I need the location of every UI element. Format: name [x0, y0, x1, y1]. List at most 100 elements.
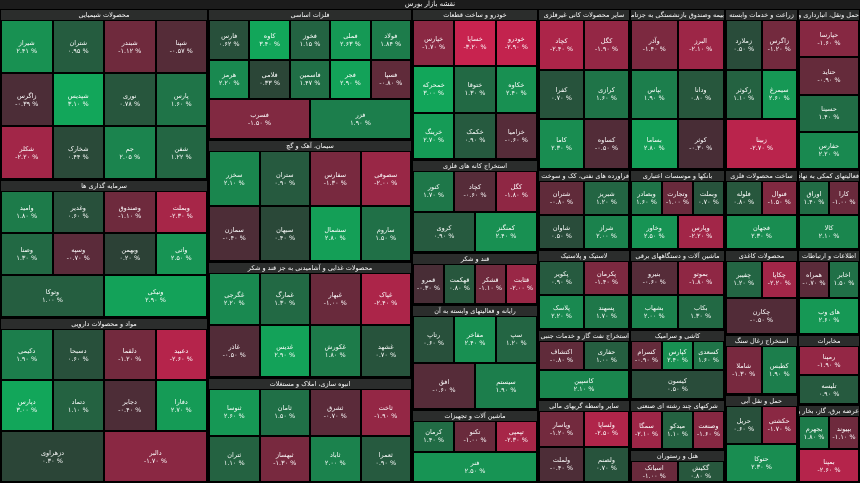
stock-name: شپدیس [67, 91, 89, 100]
sector: ساخت محصولات فلزی فنوال -۱.۵۰ % فلوله ۰.۸۰ %… [725, 170, 798, 250]
stock-tile: شاوان ۰.۵۰ % [539, 215, 584, 249]
stock-name: کفرا [555, 86, 568, 95]
sector: زراعت و خدمات وابسته زاگرس -۱.۲۰ % زملارد ۰.… [725, 9, 798, 170]
stock-tile: کاسپین ۲.۱۰ % [539, 370, 629, 399]
stock-change: ۱.۵۰ % [274, 412, 296, 421]
sector-title: فلزات اساسی [209, 10, 411, 20]
stock-name: پلاسک [553, 304, 570, 312]
stock-change: ۰.۳۳ % [259, 79, 281, 88]
sector-title: شرکتهای چند رشته ای صنعتی [631, 401, 724, 411]
stock-change: ۱.۱۰ % [223, 458, 245, 467]
stock-tile: شتران -۰.۸۰ % [539, 181, 584, 215]
stock-tile: کگل -۱.۹۰ % [584, 20, 629, 70]
stock-change: -۲.۳۰ % [504, 436, 528, 445]
stock-name: ولساپا [598, 420, 615, 429]
map-title: نقشه بازار بورس [0, 0, 860, 9]
stock-name: وپارس [691, 224, 710, 232]
sector: ماشین آلات و دستگاههای برقی بموتو -۱.۸۰ % ب… [630, 250, 725, 330]
stock-change: -۱.۶۰ % [696, 430, 721, 438]
stock-change: -۱.۱۲ % [118, 46, 142, 55]
stock-name: ودانا [694, 86, 707, 95]
stock-change: ۱.۶۰ % [636, 198, 657, 206]
stock-tile: ساروم ۱.۵۰ % [360, 206, 411, 261]
stock-change: -۱.۱۰ % [118, 212, 142, 220]
stock-name: وصنا [20, 246, 34, 254]
stock-tile: وصندوق -۱.۱۰ % [104, 191, 156, 233]
stock-name: البرز [694, 36, 707, 45]
stock-tile: ونیکی ۲.۹۰ % [104, 275, 207, 317]
stock-change: ۰.۵۰ % [733, 44, 755, 53]
stock-change: -۰.۷۰ % [323, 412, 347, 421]
stock-name: فلامی [261, 71, 278, 80]
stock-name: دعبید [174, 346, 189, 355]
sector-title: فراورده های نفتی، کک و سوخت هسته ای [539, 171, 629, 181]
stock-change: ۰.۷۰ % [596, 464, 617, 473]
stock-name: وپاسار [552, 420, 571, 429]
stock-change: -۱.۰۰ % [642, 471, 666, 480]
stock-tile: دلقما -۱.۲۰ % [104, 329, 156, 380]
stock-name: حتاید [822, 67, 836, 76]
stock-name: کرمان [425, 428, 443, 437]
stock-name: دتماد [71, 397, 85, 406]
stock-name: زبینا [756, 136, 767, 145]
stock-tile: شاملا -۱.۳۰ % [726, 346, 762, 394]
stock-change: -۲.۲۰ % [15, 152, 39, 161]
stock-tile: خمحرکه ۳.۰۰ % [413, 66, 455, 113]
stock-tile: فلامی ۰.۳۳ % [249, 59, 290, 100]
stock-name: فلوله [736, 190, 751, 198]
stock-name: بساما [646, 136, 662, 145]
stock-tile: واتی ۲.۵۰ % [155, 233, 207, 275]
stock-change: -۱.۹۰ % [817, 360, 841, 369]
stock-change: ۲.۶۳ % [340, 39, 361, 48]
stock-change: ۳.۴۰ % [259, 39, 281, 48]
stock-tile: کساوه -۰.۵۰ % [584, 119, 629, 169]
stock-name: خساپا [467, 35, 483, 44]
stock-tile: سبهان ۰.۴۰ % [259, 206, 310, 261]
stock-name: سیمرغ [769, 86, 789, 95]
stock-change: -۱.۹۰ % [594, 44, 619, 53]
stock-name: خودرو [508, 35, 525, 44]
stock-tile: سصوفی -۲.۰۰ % [360, 151, 411, 206]
stock-change: ۰.۵۰ % [667, 384, 688, 393]
stock-tile: غپاک -۲.۴۰ % [360, 273, 411, 325]
stock-tile: میدکو ۱.۱۰ % [662, 411, 693, 449]
stock-name: حفاری [597, 347, 616, 356]
stock-name: کگل [510, 183, 523, 192]
stock-change: ۱.۶۰ % [596, 94, 617, 103]
stock-change: ۰.۸۰ % [690, 94, 712, 103]
stock-tile: زملارد ۰.۵۰ % [726, 20, 762, 70]
stock-name: فزر [355, 111, 366, 120]
stock-change: -۱.۱۰ % [478, 284, 503, 292]
stock-name: غبهار [328, 291, 342, 299]
stock-change: -۰.۶۰ % [642, 278, 666, 286]
stock-tile: فجر ۲.۹۰ % [330, 59, 371, 100]
stock-change: ۱.۸۰ % [803, 432, 825, 441]
stock-change: ۱.۳۰ % [16, 254, 38, 262]
stock-name: کچاد [468, 183, 482, 192]
stock-name: ستران [275, 170, 294, 179]
stock-change: ۰.۹۰ % [433, 231, 455, 240]
stock-tile: افق -۰.۶۰ % [413, 362, 475, 409]
stock-tile: کچاد -۰.۶۰ % [454, 171, 496, 212]
stock-tile: پکرمان -۱.۴۰ % [584, 261, 629, 295]
stock-tile: زاگرس -۱.۲۰ % [761, 20, 797, 70]
stock-name: شتران [552, 190, 571, 198]
stock-tile: پکویر ۰.۹۰ % [539, 261, 584, 295]
sector-title: مخابرات [799, 336, 859, 346]
stock-name: کپارس [668, 347, 687, 356]
stock-tile: ثاباد ۲.۰۰ % [310, 435, 361, 482]
stock-tile: وبملت ۰.۷۰ % [693, 181, 724, 215]
stock-change: ۱.۴۰ % [818, 113, 840, 122]
stock-change: ۰.۷۰ % [551, 94, 572, 103]
sector-title: حمل ونقل، انبارداری و ارتباطات [799, 10, 859, 20]
stock-change: -۲.۵۰ % [594, 428, 619, 437]
stock-tile: خکمک ۰.۹۰ % [454, 112, 496, 159]
stock-change: -۱.۳۰ % [323, 178, 347, 187]
stock-tile: گکیش ۰.۸۰ % [677, 461, 724, 482]
stock-change: ۲.۹۰ % [340, 79, 361, 88]
stock-tile: اسیاتک -۱.۰۰ % [631, 461, 678, 482]
stock-change: ۲.۴۰ % [495, 231, 517, 240]
sector: سایر محصولات کانی غیرفلزی کگل -۱.۹۰ % کچاد -… [538, 9, 630, 170]
stock-name: جم [125, 144, 134, 153]
